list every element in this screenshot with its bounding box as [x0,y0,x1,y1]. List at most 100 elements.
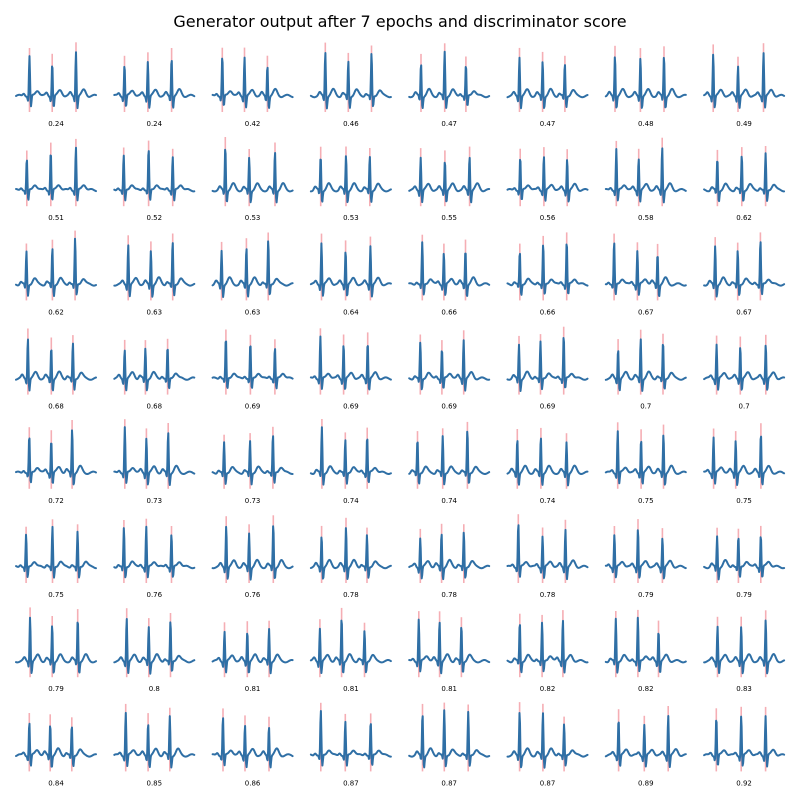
ecg-signal-line [506,437,589,487]
discriminator-score-label: 0.69 [343,403,359,411]
ecg-signal-line [506,524,589,581]
discriminator-score-label: 0.62 [736,214,752,222]
discriminator-score-label: 0.64 [343,308,359,316]
ecg-signal-line [211,628,294,675]
ecg-subplot: 0.79 [604,519,687,599]
ecg-signal-line [309,335,392,391]
ecg-signal-line [113,618,196,675]
ecg-subplot: 0.53 [211,137,294,222]
figure-title: Generator output after 7 epochs and disc… [173,12,627,31]
discriminator-score-label: 0.66 [441,308,457,316]
ecg-subplot: 0.72 [15,420,97,505]
ecg-signal-line [703,343,786,391]
ecg-subplot: 0.69 [309,328,392,411]
ecg-subplot: 0.78 [309,517,392,599]
ecg-signal-line [211,148,294,204]
discriminator-score-label: 0.73 [245,497,261,505]
discriminator-score-label: 0.79 [736,591,752,599]
discriminator-score-label: 0.86 [245,779,261,787]
discriminator-score-label: 0.63 [147,308,163,316]
ecg-signal-line [506,156,589,203]
ecg-subplot: 0.67 [604,233,687,316]
ecg-subplot: 0.49 [703,43,786,128]
ecg-subplot: 0.62 [703,146,786,222]
ecg-subplot: 0.7 [604,329,687,411]
discriminator-score-label: 0.75 [638,497,654,505]
ecg-signal-line [703,152,786,203]
ecg-signal-line [309,155,392,204]
ecg-subplot: 0.67 [703,232,786,316]
discriminator-score-label: 0.69 [441,403,457,411]
ecg-signal-line [15,338,97,392]
ecg-signal-line [211,240,294,298]
ecg-subplot: 0.46 [309,42,392,128]
ecg-signal-line [15,616,97,674]
ecg-signal-line [408,709,491,769]
ecg-signal-line [15,429,97,486]
ecg-signal-line [408,618,491,675]
ecg-signal-line [15,51,97,110]
ecg-signal-line [113,60,196,109]
ecg-subplot: 0.84 [15,713,97,787]
ecg-signal-line [604,338,687,392]
ecg-subplot: 0.63 [211,232,294,316]
ecg-subplot: 0.48 [604,45,687,128]
ecg-subplot: 0.81 [211,620,294,693]
discriminator-score-label: 0.8 [149,685,160,693]
ecg-signal-line [408,156,491,204]
discriminator-score-label: 0.75 [736,497,752,505]
discriminator-score-label: 0.87 [343,779,359,787]
ecg-subplot: 0.92 [703,706,786,787]
ecg-signal-line [408,430,491,486]
discriminator-score-label: 0.66 [540,308,556,316]
ecg-subplot: 0.7 [703,334,786,411]
discriminator-score-label: 0.52 [147,214,163,222]
ecg-signal-line [408,50,491,109]
discriminator-score-label: 0.53 [245,214,261,222]
discriminator-score-label: 0.53 [343,214,359,222]
discriminator-score-label: 0.76 [147,591,163,599]
ecg-signal-line [703,435,786,486]
ecg-signal-line [604,242,687,297]
ecg-subplot: 0.24 [15,42,97,128]
ecg-subplot: 0.53 [309,146,392,222]
discriminator-score-label: 0.24 [147,120,163,128]
ecg-subplot: 0.79 [15,607,97,693]
discriminator-score-label: 0.78 [441,591,457,599]
ecg-signal-line [703,52,786,109]
ecg-subplot: 0.73 [211,426,294,505]
ecg-subplot: 0.81 [309,607,392,693]
ecg-subplot: 0.85 [113,703,196,787]
ecg-signal-line [309,242,392,298]
discriminator-score-label: 0.79 [638,591,654,599]
discriminator-score-label: 0.72 [48,497,64,505]
discriminator-score-label: 0.67 [736,308,752,316]
discriminator-score-label: 0.46 [343,120,359,128]
ecg-subplot: 0.56 [506,147,589,222]
ecg-subplot: 0.69 [408,330,491,411]
ecg-subplot: 0.74 [506,427,589,505]
ecg-signal-line [408,339,491,392]
ecg-signal-line [604,529,687,580]
discriminator-score-label: 0.81 [245,685,261,693]
discriminator-score-label: 0.63 [245,308,261,316]
ecg-signal-line [113,242,196,298]
discriminator-score-label: 0.56 [540,214,556,222]
discriminator-score-label: 0.69 [540,403,556,411]
discriminator-score-label: 0.89 [638,779,654,787]
ecg-signal-line [506,56,589,110]
discriminator-score-label: 0.74 [441,497,457,505]
ecg-signal-line [408,241,491,297]
ecg-signal-line [309,710,392,767]
ecg-subplot: 0.24 [113,48,196,128]
ecg-signal-line [604,147,687,204]
discriminator-score-label: 0.78 [343,591,359,599]
ecg-signal-line [113,426,196,486]
ecg-signal-line [506,712,589,769]
discriminator-score-label: 0.48 [638,120,654,128]
ecg-subplot: 0.51 [15,138,97,222]
ecg-signal-line [15,525,97,579]
discriminator-score-label: 0.73 [147,497,163,505]
ecg-signal-line [15,722,97,768]
ecg-subplot: 0.62 [15,230,97,316]
